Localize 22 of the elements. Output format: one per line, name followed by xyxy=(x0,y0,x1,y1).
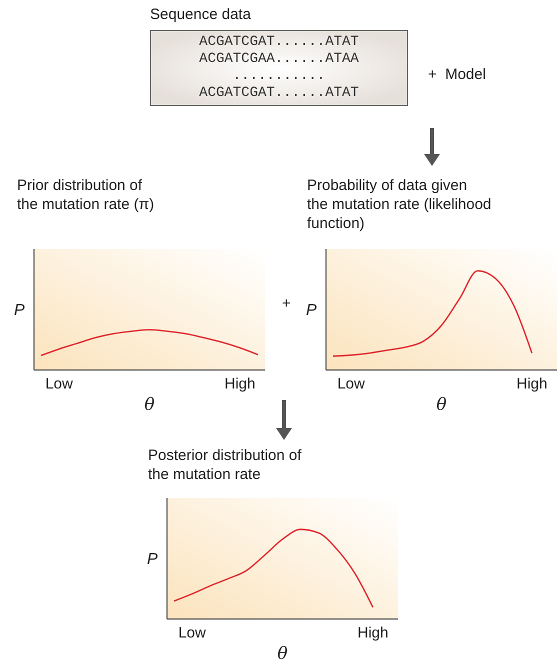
chart-title: Probability of data given the mutation rate (likelihood function) xyxy=(307,176,492,233)
x-axis-title: θ xyxy=(277,644,288,664)
text: ACGATCGAA......ATAA xyxy=(198,51,360,68)
x-tick-label: High xyxy=(516,376,548,393)
chart-title: Posterior distribution of the mutation rate xyxy=(148,446,302,484)
x-axis-title: θ xyxy=(436,395,447,415)
text: ........... xyxy=(232,68,326,85)
chart-title: Prior distribution of the mutation rate (π) xyxy=(17,176,154,214)
x-axis-title: θ xyxy=(144,395,155,415)
y-axis-title: P xyxy=(147,551,158,568)
text: ACGATCGAT......ATAT xyxy=(198,34,360,51)
x-tick-label: High xyxy=(224,376,256,393)
x-tick-label: Low xyxy=(178,624,206,642)
x-tick-label: Low xyxy=(337,376,365,393)
x-tick-label: Low xyxy=(45,376,73,393)
text: ACGATCGAT......ATAT xyxy=(198,85,360,102)
text: + Model xyxy=(428,66,486,83)
y-axis-title: P xyxy=(14,302,25,320)
y-axis-title: P xyxy=(306,302,317,320)
x-tick-label: High xyxy=(357,624,388,642)
text: Sequence data xyxy=(150,6,252,23)
text: + xyxy=(282,295,291,312)
